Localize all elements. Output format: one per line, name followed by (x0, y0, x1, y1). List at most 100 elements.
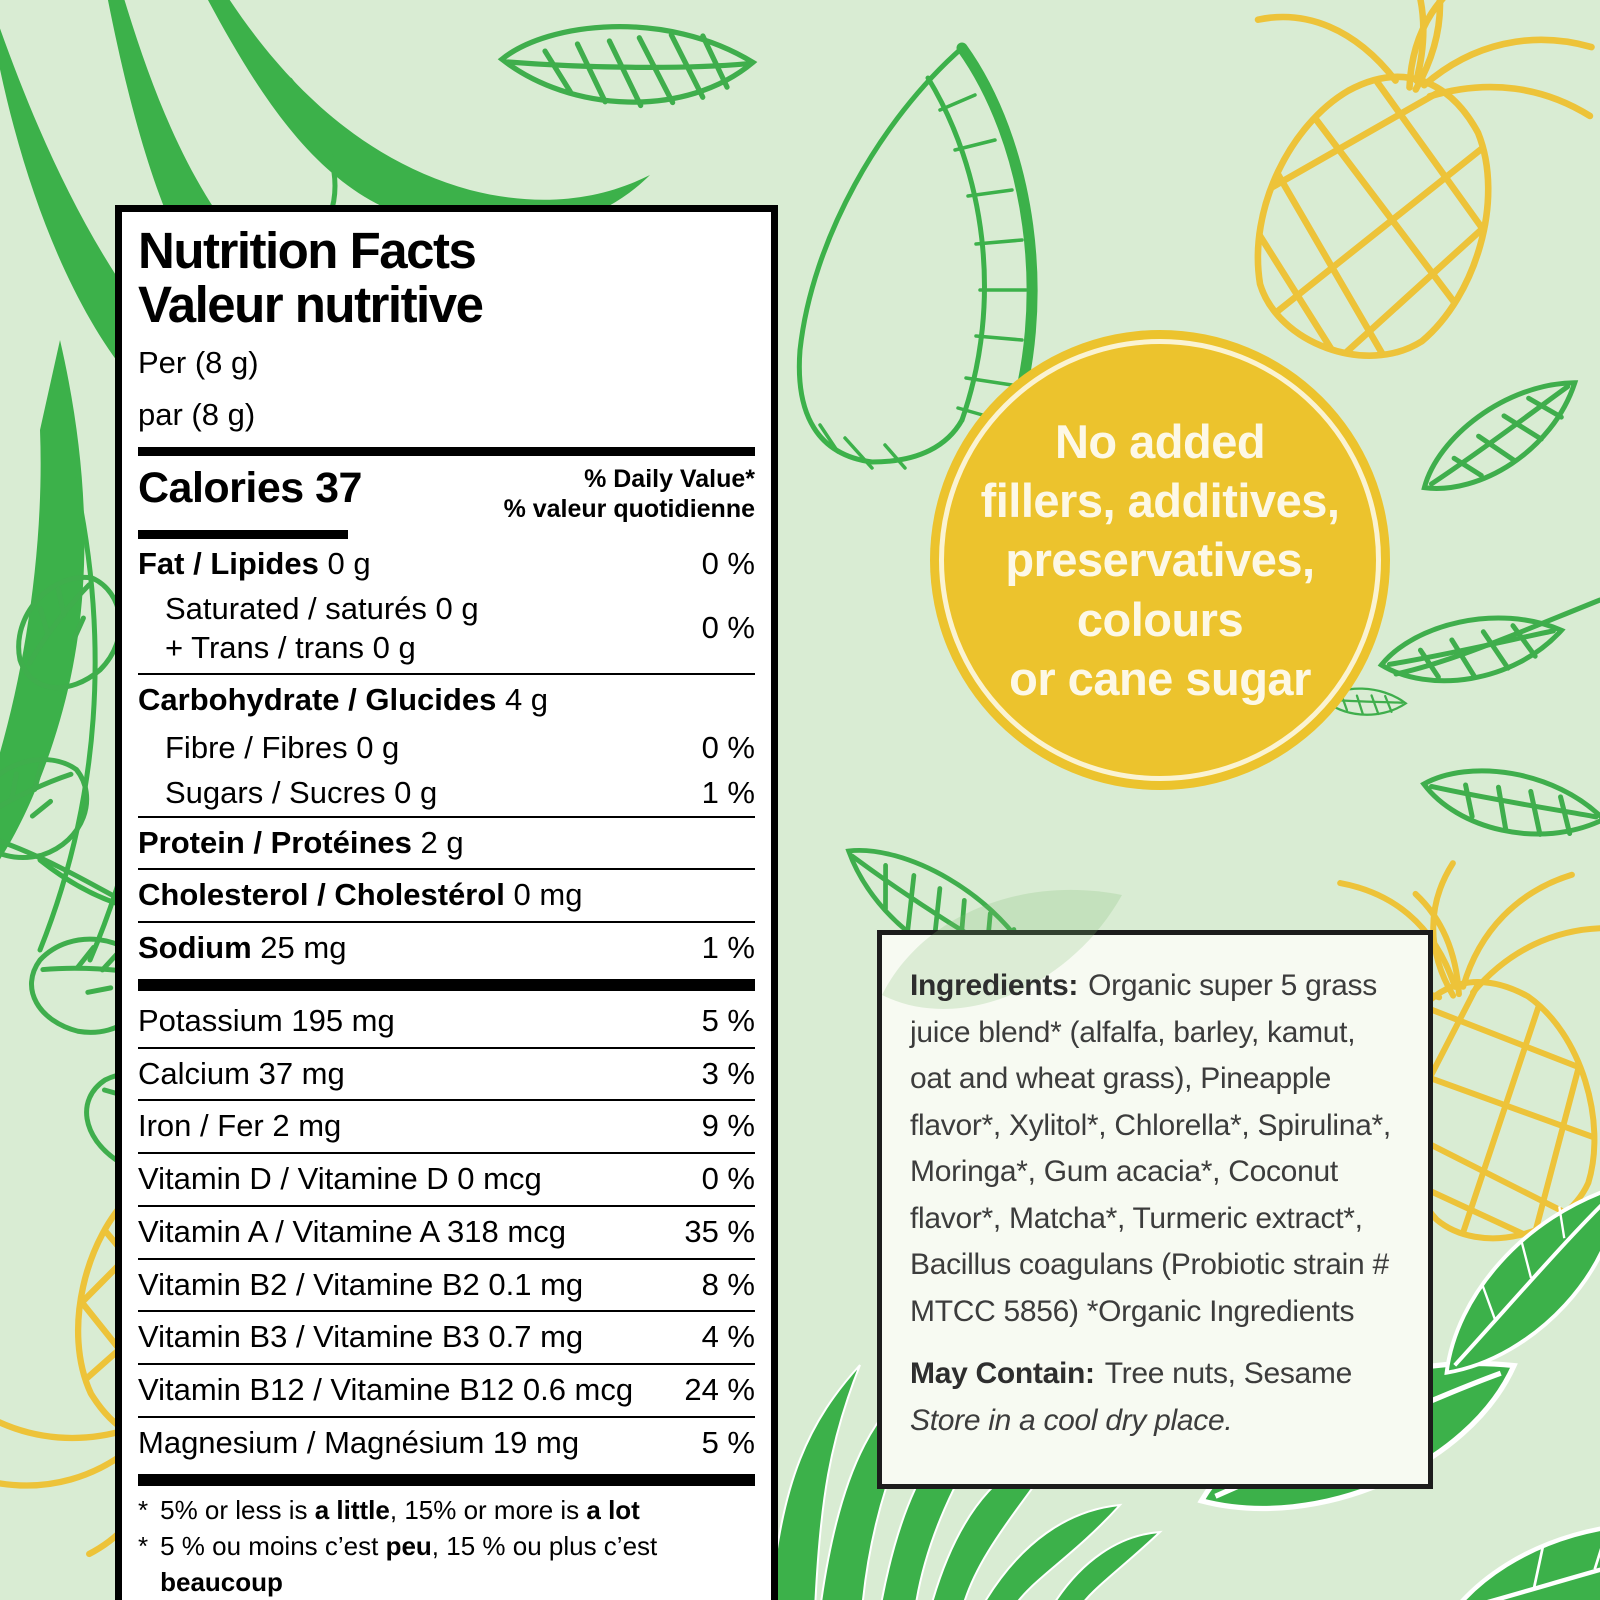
badge-ring (939, 339, 1381, 781)
serving-size-en: Per (8 g) (138, 345, 259, 381)
footnote-en-bold2: a lot (586, 1494, 640, 1525)
nutrient-dv: 8 % (701, 1266, 755, 1302)
leaf-sketch-top-icon (499, 13, 756, 116)
sodium-label: Sodium 25 mg (138, 929, 346, 968)
nutrient-label: Magnesium / Magnésium 19 mg (138, 1424, 580, 1460)
sodium-amount: 25 mg (251, 930, 347, 966)
nutrient-row-potassium: Potassium 195 mg 5 % (138, 996, 755, 1047)
sodium-dv: 1 % (701, 930, 755, 966)
carbohydrate-label: Carbohydrate / Glucides 4 g (138, 681, 548, 720)
footnote-fr-bold2: beaucoup (160, 1567, 283, 1598)
nutrient-row-magnesium: Magnesium / Magnésium 19 mg 5 % (138, 1415, 755, 1469)
fat-row: Fat / Lipides 0 g 0 % (138, 539, 755, 590)
nutrient-row-vitamin-b12: Vitamin B12 / Vitamine B12 0.6 mcg 24 % (138, 1363, 755, 1416)
trans-line: + Trans / trans 0 g (165, 629, 416, 665)
nutrient-label: Vitamin B2 / Vitamine B2 0.1 mg (138, 1266, 584, 1302)
nutrient-label: Vitamin D / Vitamine D 0 mcg (138, 1161, 542, 1197)
storage-note: Store in a cool dry place. (910, 1403, 1233, 1437)
serving-size-fr: par (8 g) (138, 396, 256, 432)
nutrient-dv: 0 % (701, 1161, 755, 1197)
nutrient-dv: 35 % (684, 1213, 755, 1249)
fibre-row: Fibre / Fibres 0 g 0 % (138, 726, 755, 771)
label-title-en: Nutrition Facts (138, 222, 477, 279)
carbohydrate-amount: 4 g (496, 682, 549, 718)
ingredients-body: Organic super 5 grass juice blend* (alfa… (910, 969, 1391, 1328)
label-title-fr: Valeur nutritive (138, 276, 484, 334)
calories-underline (138, 530, 348, 540)
carbohydrate-row: Carbohydrate / Glucides 4 g (138, 673, 755, 726)
cholesterol-row: Cholesterol / Cholestérol 0 mg (138, 868, 755, 921)
sugars-dv: 1 % (701, 774, 755, 810)
footnote-fr: * 5 % ou moins c’est peu, 15 % ou plus c… (138, 1528, 755, 1600)
footnote-en-mid: , 15% or more is (389, 1494, 587, 1525)
saturated-trans-row: Saturated / saturés 0 g + Trans / trans … (138, 590, 755, 674)
daily-value-header: % Daily Value* % valeur quotidienne (504, 464, 755, 524)
ingredients-title: Ingredients: (910, 969, 1079, 1002)
footnotes: * 5% or less is a little, 15% or more is… (138, 1492, 755, 1600)
badge-text: No added fillers, additives, preservativ… (930, 412, 1390, 708)
protein-row: Protein / Protéines 2 g (138, 815, 755, 869)
footnote-en-bold1: a little (314, 1494, 390, 1525)
footnote-star: * (138, 1531, 149, 1562)
nutrient-row-calcium: Calcium 37 mg 3 % (138, 1046, 755, 1100)
fat-dv: 0 % (701, 546, 755, 582)
ingredients-box: Ingredients: Organic super 5 grass juice … (877, 889, 1433, 1489)
nutrient-dv: 9 % (701, 1108, 755, 1144)
nutrient-dv: 5 % (701, 1002, 755, 1038)
protein-label-bold: Protein / Protéines (138, 824, 412, 860)
nutrient-row-vitamin-d: Vitamin D / Vitamine D 0 mcg 0 % (138, 1152, 755, 1205)
thick-divider (138, 978, 755, 991)
ingredients-paragraph: Ingredients: Organic super 5 grass juice … (910, 963, 1400, 1335)
nutrient-label: Potassium 195 mg (138, 1002, 395, 1038)
ingredients-text: Ingredients: Organic super 5 grass juice … (910, 963, 1400, 1444)
saturated-trans-label: Saturated / saturés 0 g + Trans / trans … (138, 590, 479, 668)
nutrition-facts-label: Nutrition Facts Valeur nutritive Per (8 … (115, 205, 778, 1600)
thick-divider (138, 1473, 755, 1486)
footnote-fr-text: 5 % ou moins c’est peu, 15 % ou plus c’e… (160, 1528, 755, 1600)
calories-row: Calories 37 % Daily Value* % valeur quot… (138, 464, 755, 524)
nutrient-row-iron: Iron / Fer 2 mg 9 % (138, 1099, 755, 1152)
sugars-row: Sugars / Sucres 0 g 1 % (138, 771, 755, 816)
nutrient-dv: 4 % (701, 1319, 755, 1355)
calories-value: Calories 37 (138, 464, 362, 513)
protein-amount: 2 g (411, 824, 464, 860)
footnote-en-text: 5% or less is a little, 15% or more is a… (160, 1492, 640, 1528)
nutrient-label: Vitamin B12 / Vitamine B12 0.6 mcg (138, 1372, 634, 1408)
nutrient-label: Calcium 37 mg (138, 1055, 345, 1091)
nutrient-row-vitamin-b3: Vitamin B3 / Vitamine B3 0.7 mg 4 % (138, 1310, 755, 1363)
nutrient-label: Iron / Fer 2 mg (138, 1108, 342, 1144)
no-additives-badge: No added fillers, additives, preservativ… (930, 330, 1390, 790)
saturated-dv: 0 % (701, 610, 755, 646)
nutrient-label: Vitamin A / Vitamine A 318 mcg (138, 1213, 566, 1249)
nutrient-label: Vitamin B3 / Vitamine B3 0.7 mg (138, 1319, 584, 1355)
thick-divider (138, 447, 755, 457)
nutrient-row-vitamin-b2: Vitamin B2 / Vitamine B2 0.1 mg 8 % (138, 1257, 755, 1311)
nutrient-dv: 24 % (684, 1372, 755, 1408)
nutrient-dv: 5 % (701, 1424, 755, 1460)
badge-line-1: No added (1054, 414, 1266, 468)
badge-line-4: or cane sugar (1009, 651, 1311, 705)
fat-label: Fat / Lipides 0 g (138, 545, 371, 584)
sodium-label-bold: Sodium (138, 930, 252, 966)
footnote-en-pre: 5% or less is (160, 1494, 315, 1525)
footnote-en: * 5% or less is a little, 15% or more is… (138, 1492, 755, 1528)
may-contain-body: Tree nuts, Sesame (1104, 1357, 1353, 1390)
fat-amount: 0 g (318, 546, 371, 582)
protein-label: Protein / Protéines 2 g (138, 824, 464, 863)
sodium-row: Sodium 25 mg 1 % (138, 921, 755, 974)
fibre-label: Fibre / Fibres 0 g (165, 730, 400, 766)
may-contain-line: May Contain: Tree nuts, Sesame (910, 1351, 1400, 1398)
nutrient-dv: 3 % (701, 1055, 755, 1091)
footnote-fr-bold1: peu (385, 1531, 432, 1562)
saturated-line: Saturated / saturés 0 g (165, 590, 479, 626)
carbohydrate-label-bold: Carbohydrate / Glucides (138, 682, 497, 718)
daily-value-header-en: % Daily Value* (584, 465, 755, 494)
footnote-fr-pre: 5 % ou moins c’est (160, 1531, 386, 1562)
footnote-fr-mid: , 15 % ou plus c’est (431, 1531, 658, 1562)
footnote-star: * (138, 1494, 149, 1525)
fibre-dv: 0 % (701, 730, 755, 766)
cholesterol-label-bold: Cholesterol / Cholestérol (138, 877, 505, 913)
badge-line-2: fillers, additives, (980, 474, 1340, 528)
may-contain-title: May Contain: (910, 1357, 1095, 1390)
